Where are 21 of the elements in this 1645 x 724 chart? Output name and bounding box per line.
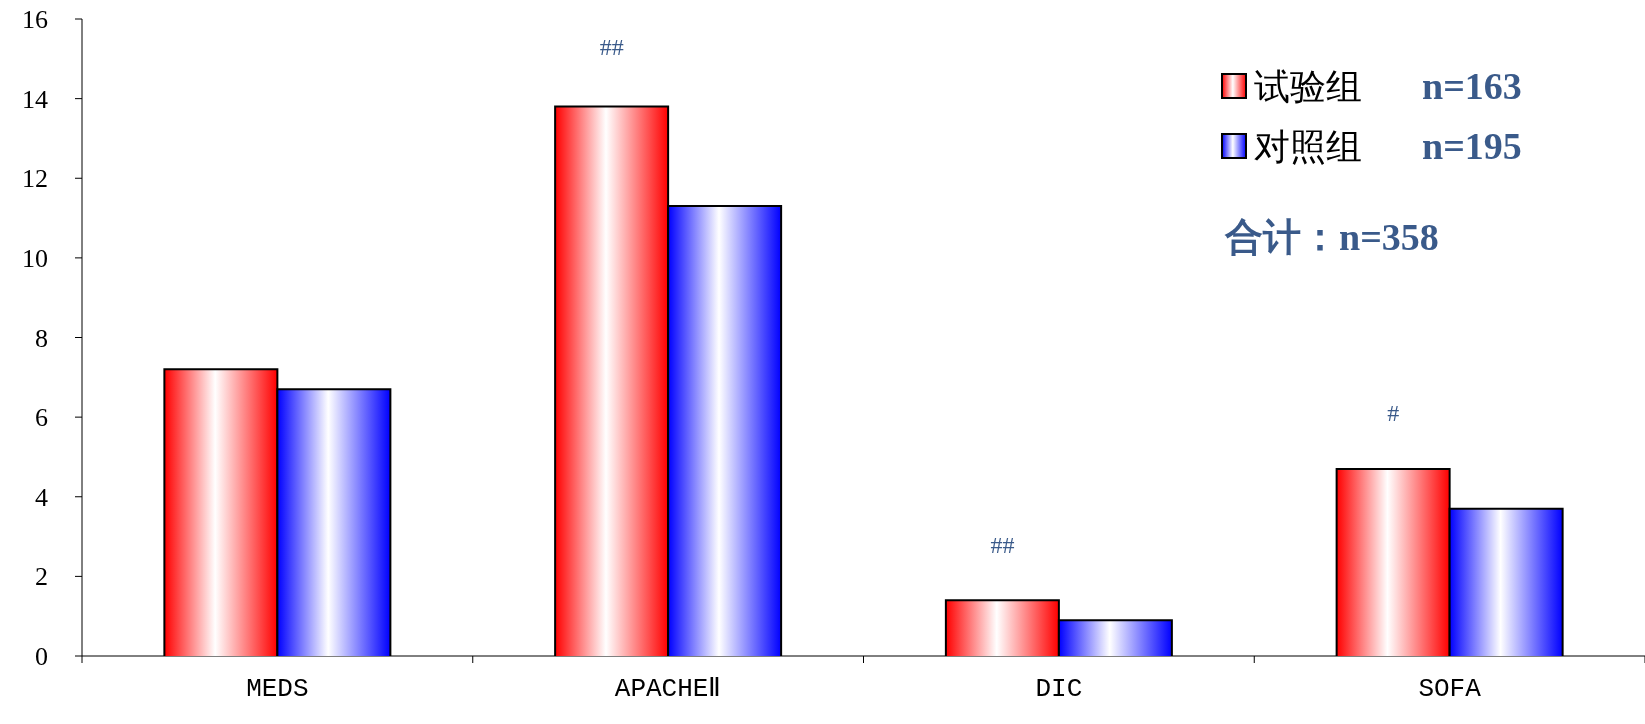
y-tick-label: 14	[22, 84, 48, 114]
y-tick-label: 16	[22, 5, 48, 34]
x-tick-label: APACHEⅡ	[614, 674, 722, 704]
annotation: n=195	[1422, 125, 1522, 167]
y-tick-label: 0	[35, 642, 48, 671]
y-tick-label: 2	[35, 562, 48, 592]
y-tick-label: 6	[35, 403, 48, 433]
x-tick-label: DIC	[1035, 674, 1083, 704]
y-tick-label: 4	[35, 482, 48, 512]
y-tick-label: 10	[22, 243, 48, 273]
y-tick-label: 12	[22, 164, 48, 194]
y-tick-label: 8	[35, 323, 48, 353]
annotation: n=163	[1422, 65, 1522, 107]
legend-label: 对照组	[1254, 126, 1362, 167]
annotation: ##	[599, 33, 624, 60]
x-tick-label: SOFA	[1418, 674, 1482, 704]
annotation: ##	[990, 531, 1015, 558]
annotation: #	[1387, 400, 1400, 427]
legend-label: 试验组	[1254, 66, 1362, 107]
annotation: 合计：n=358	[1224, 216, 1439, 258]
x-tick-label: MEDS	[246, 674, 309, 704]
